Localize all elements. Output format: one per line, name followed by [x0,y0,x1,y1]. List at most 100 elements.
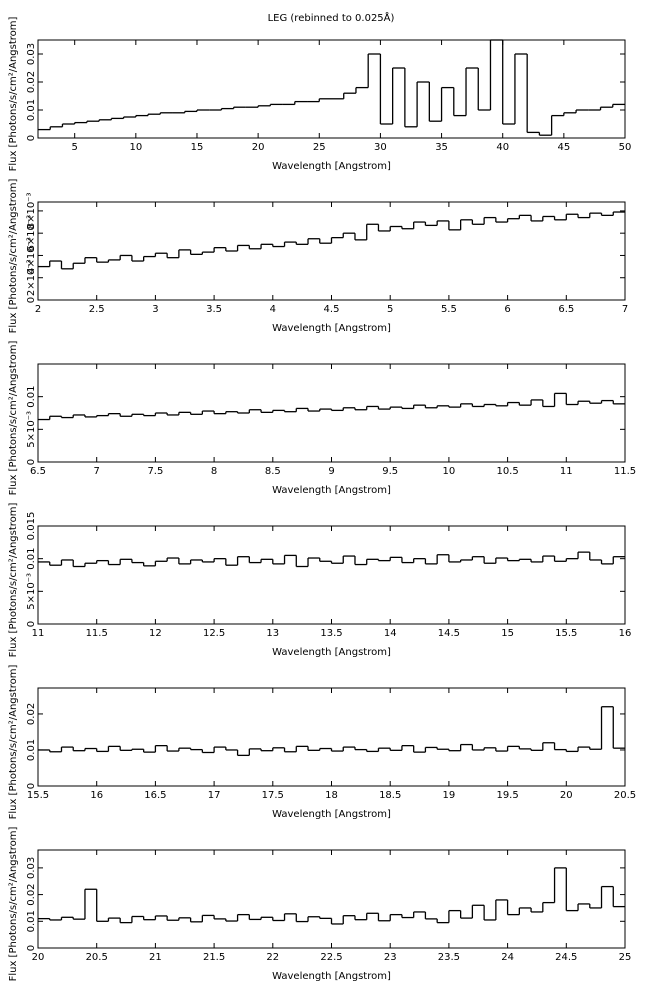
x-tick-label: 50 [619,142,632,153]
x-tick-label: 23 [384,952,397,963]
x-tick-label: 25 [619,952,632,963]
x-tick-label: 7 [622,304,628,315]
x-tick-label: 15.5 [27,790,49,801]
x-tick-label: 13.5 [320,628,342,639]
y-axis-label: Flux [Photons/s/cm²/Angstrom] [8,503,19,658]
x-tick-label: 10.5 [496,466,518,477]
x-tick-label: 35 [435,142,448,153]
x-tick-label: 20 [252,142,265,153]
x-tick-label: 15 [191,142,204,153]
x-tick-label: 20.5 [86,952,108,963]
x-tick-label: 10 [129,142,142,153]
x-tick-label: 19.5 [496,790,518,801]
x-tick-label: 19 [443,790,456,801]
x-axis-label: Wavelength [Angstrom] [272,323,391,334]
x-tick-label: 30 [374,142,387,153]
x-tick-label: 20 [32,952,45,963]
y-tick-label: 2×10⁻³ [26,259,37,296]
y-tick-label: 6×10⁻³ [26,215,37,252]
y-tick-label: 0 [26,621,37,627]
x-tick-label: 45 [557,142,570,153]
x-axis-label: Wavelength [Angstrom] [272,647,391,658]
x-tick-label: 4 [270,304,276,315]
x-tick-label: 6.5 [558,304,574,315]
x-tick-label: 23.5 [438,952,460,963]
x-tick-label: 4.5 [324,304,340,315]
x-tick-label: 9 [328,466,334,477]
y-axis-label: Flux [Photons/s/cm²/Angstrom] [8,665,19,820]
x-tick-label: 6 [504,304,510,315]
x-tick-label: 7.5 [147,466,163,477]
x-tick-label: 3 [152,304,158,315]
y-tick-label: 0 [26,135,37,141]
x-tick-label: 8 [211,466,217,477]
x-tick-label: 10 [443,466,456,477]
y-tick-label: 0 [26,783,37,789]
x-tick-label: 12.5 [203,628,225,639]
y-tick-label: 0 [26,945,37,951]
y-tick-label: 0.02 [26,71,37,93]
x-tick-label: 11 [560,466,573,477]
y-tick-label: 0 [26,297,37,303]
x-tick-label: 5 [72,142,78,153]
x-tick-label: 18.5 [379,790,401,801]
y-axis-label: Flux [Photons/s/cm²/Angstrom] [8,179,19,334]
y-tick-label: 5×10⁻³ [26,573,37,610]
x-tick-label: 11.5 [86,628,108,639]
x-tick-label: 21 [149,952,162,963]
x-tick-label: 22 [266,952,279,963]
x-tick-label: 2 [35,304,41,315]
x-tick-label: 11.5 [614,466,636,477]
x-tick-label: 15 [501,628,514,639]
x-tick-label: 12 [149,628,162,639]
y-tick-label: 0.015 [26,512,37,541]
x-tick-label: 9.5 [382,466,398,477]
x-tick-label: 16 [90,790,103,801]
y-tick-label: 4×10⁻³ [26,237,37,274]
x-tick-label: 5.5 [441,304,457,315]
x-tick-label: 2.5 [89,304,105,315]
x-tick-label: 3.5 [206,304,222,315]
x-tick-label: 6.5 [30,466,46,477]
x-tick-label: 17.5 [262,790,284,801]
x-tick-label: 18 [325,790,338,801]
y-axis-label: Flux [Photons/s/cm²/Angstrom] [8,17,19,172]
x-tick-label: 21.5 [203,952,225,963]
y-tick-label: 0.01 [26,99,37,121]
x-tick-label: 16 [619,628,632,639]
x-tick-label: 15.5 [555,628,577,639]
x-tick-label: 13 [266,628,279,639]
y-tick-label: 0.02 [26,703,37,725]
x-tick-label: 8.5 [265,466,281,477]
y-tick-label: 0.01 [26,739,37,761]
x-tick-label: 14.5 [438,628,460,639]
x-tick-label: 14 [384,628,397,639]
x-tick-label: 22.5 [320,952,342,963]
y-tick-label: 0.01 [26,548,37,570]
x-axis-label: Wavelength [Angstrom] [272,485,391,496]
x-tick-label: 11 [32,628,45,639]
x-tick-label: 40 [496,142,509,153]
y-tick-label: 0.01 [26,910,37,932]
x-axis-label: Wavelength [Angstrom] [272,971,391,982]
y-tick-label: 0.01 [26,386,37,408]
x-tick-label: 17 [208,790,221,801]
y-tick-label: 0.03 [26,43,37,65]
plot-frame [37,39,626,139]
x-tick-label: 24 [501,952,514,963]
x-tick-label: 24.5 [555,952,577,963]
y-tick-label: 0.03 [26,857,37,879]
y-tick-label: 5×10⁻³ [26,411,37,448]
y-axis-label: Flux [Photons/s/cm²/Angstrom] [8,827,19,982]
y-axis-label: Flux [Photons/s/cm²/Angstrom] [8,341,19,496]
y-tick-label: 0.02 [26,883,37,905]
x-tick-label: 25 [313,142,326,153]
y-tick-label: 8×10⁻³ [26,193,37,230]
y-tick-label: 0 [26,459,37,465]
figure-title: LEG (rebinned to 0.025Å) [268,11,395,24]
x-tick-label: 16.5 [144,790,166,801]
x-axis-label: Wavelength [Angstrom] [272,809,391,820]
x-tick-label: 20 [560,790,573,801]
x-tick-label: 7 [94,466,100,477]
